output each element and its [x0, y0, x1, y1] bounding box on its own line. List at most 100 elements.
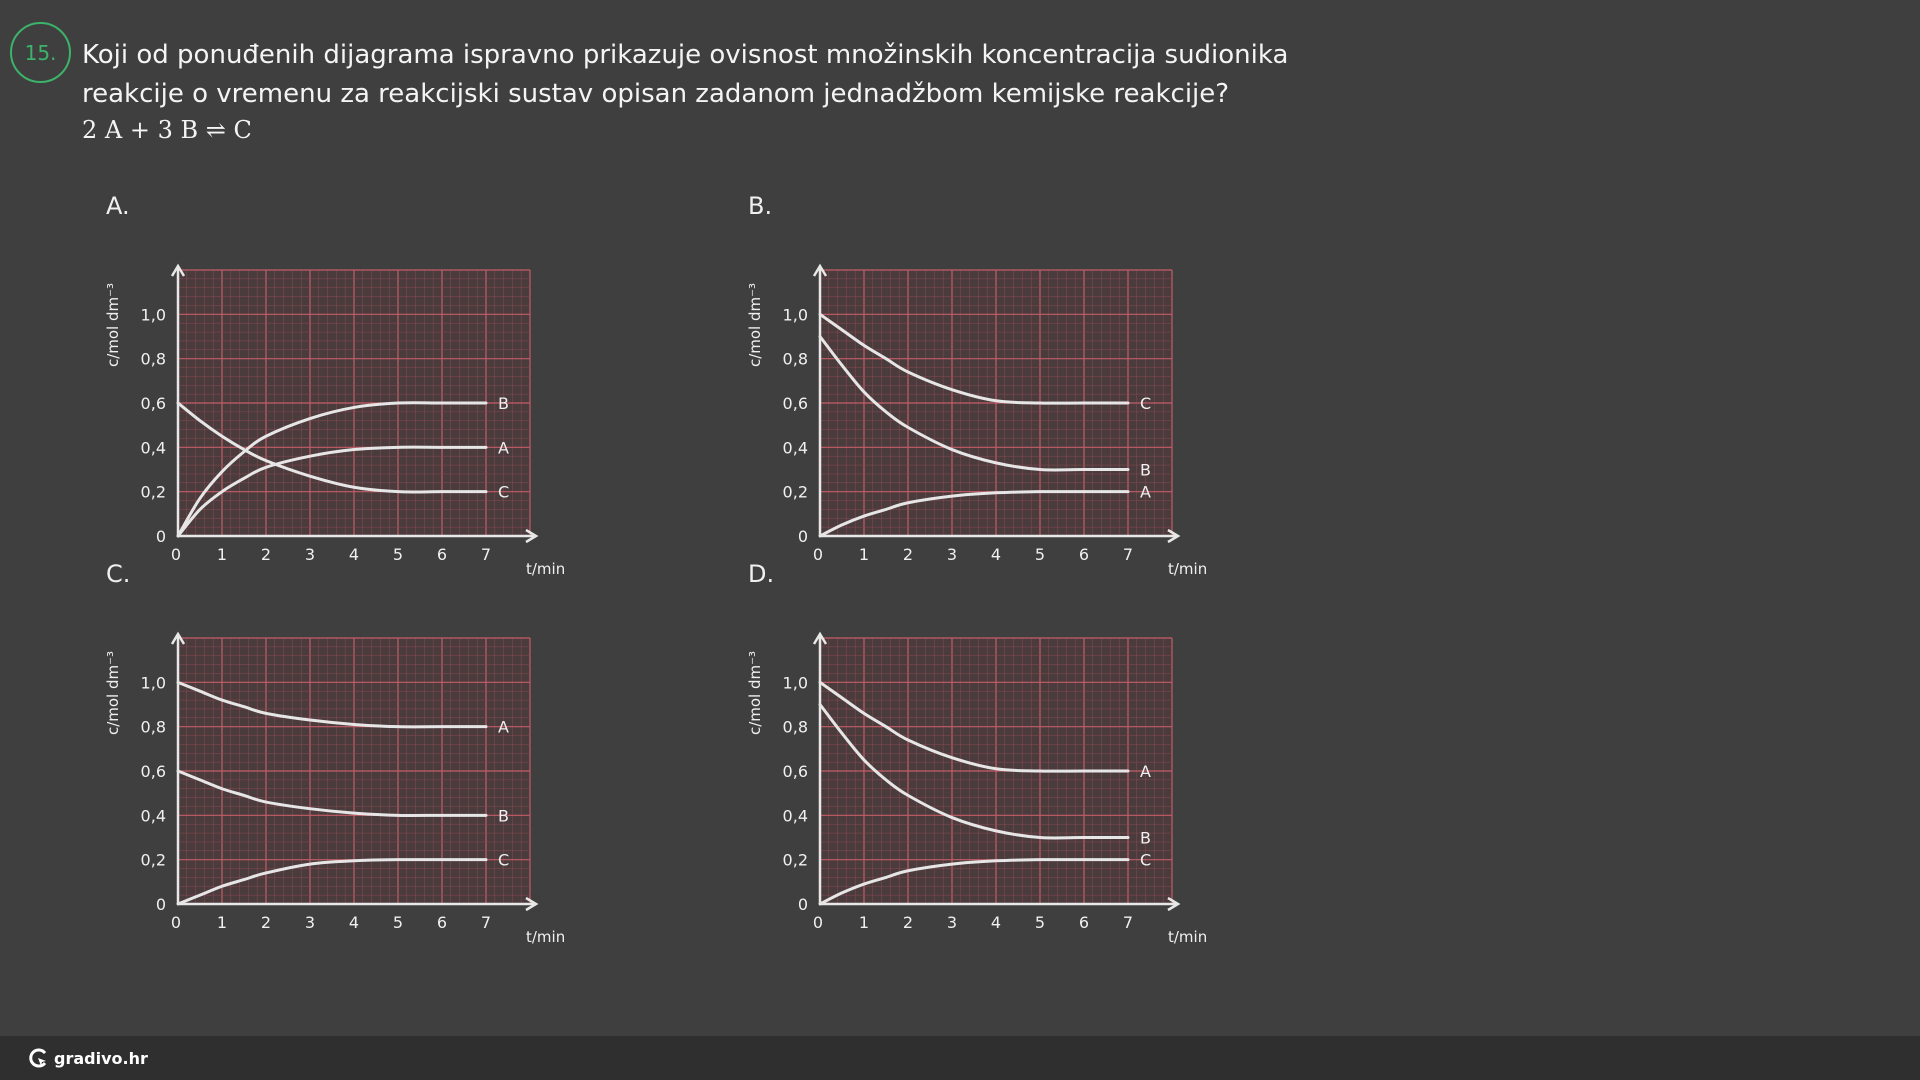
series-line-A [176, 680, 488, 729]
chart-b: B. 0 1 2 3 4 5 6 7 0 0,2 0,4 0,6 0,8 1,0 t/min c/mol dm⁻… [746, 192, 1207, 578]
x-tick-label: 6 [437, 545, 447, 564]
x-tick-label: 4 [349, 913, 359, 932]
x-tick-label: 3 [947, 545, 957, 564]
panel-label: A. [106, 192, 130, 220]
series-label-A: A [498, 438, 509, 457]
x-tick-label: 0 [171, 913, 181, 932]
series-label-B: B [498, 806, 509, 825]
y-axis-arrow [812, 631, 828, 645]
reaction-equation: 2 A + 3 B ⇌ C [82, 116, 252, 144]
x-axis-arrow [525, 528, 539, 544]
x-tick-label: 5 [1035, 545, 1045, 564]
panel-label: C. [106, 560, 130, 588]
x-tick-label: 7 [481, 545, 491, 564]
x-tick-label: 6 [1079, 913, 1089, 932]
y-tick-label: 0,2 [141, 851, 166, 870]
y-tick-label: 0,8 [141, 350, 166, 369]
series-label-A: A [498, 718, 509, 737]
y-tick-label: 0,4 [141, 806, 166, 825]
series-label-C: C [1140, 851, 1151, 870]
y-tick-label: 0,2 [141, 483, 166, 502]
x-tick-label: 1 [859, 913, 869, 932]
x-axis-arrow [1167, 528, 1181, 544]
y-tick-label: 0,6 [783, 394, 808, 413]
x-tick-label: 5 [393, 913, 403, 932]
x-axis-title: t/min [1168, 928, 1207, 946]
x-tick-label: 0 [813, 913, 823, 932]
series-label-B: B [498, 394, 509, 413]
y-axis-title: c/mol dm⁻³ [104, 283, 122, 367]
y-tick-label: 1,0 [141, 673, 166, 692]
series-line-A [818, 680, 1130, 773]
y-tick-label: 0 [156, 527, 166, 546]
x-axis-arrow [525, 896, 539, 912]
x-tick-label: 7 [1123, 545, 1133, 564]
x-tick-label: 6 [437, 913, 447, 932]
x-tick-label: 7 [1123, 913, 1133, 932]
x-tick-label: 3 [947, 913, 957, 932]
x-tick-label: 1 [859, 545, 869, 564]
y-axis-title: c/mol dm⁻³ [746, 651, 764, 735]
question-number: 15. [10, 22, 71, 83]
gradivo-logo-icon [29, 1048, 47, 1068]
chart-c: C. 0 1 2 3 4 5 6 7 0 0,2 0,4 0,6 0,8 1,0 t/min c/mol dm⁻… [104, 560, 565, 946]
x-tick-label: 0 [171, 545, 181, 564]
series-line-B [176, 769, 488, 817]
y-tick-label: 0,4 [783, 438, 808, 457]
y-tick-label: 0,6 [141, 762, 166, 781]
y-tick-label: 1,0 [783, 673, 808, 692]
y-tick-label: 0 [798, 895, 808, 914]
y-axis-arrow [170, 263, 186, 277]
series-line-B [818, 335, 1130, 472]
y-tick-label: 1,0 [141, 305, 166, 324]
x-tick-label: 1 [217, 913, 227, 932]
series-line-C [818, 312, 1130, 405]
series-line-C [818, 858, 1130, 906]
x-tick-label: 2 [903, 545, 913, 564]
x-tick-label: 5 [1035, 913, 1045, 932]
series-line-C [176, 401, 488, 494]
x-tick-label: 3 [305, 913, 315, 932]
y-tick-label: 1,0 [783, 305, 808, 324]
chart-a: A. 0 1 2 3 4 5 6 7 0 0,2 0,4 0,6 0,8 1,0 t/min c/mol dm⁻… [104, 192, 565, 578]
y-axis-arrow [812, 263, 828, 277]
x-axis-arrow [1167, 896, 1181, 912]
series-line-B [176, 401, 488, 538]
y-tick-label: 0 [156, 895, 166, 914]
question-text: Koji od ponuđenih dijagrama ispravno pri… [82, 40, 1289, 109]
series-line-A [818, 490, 1130, 538]
series-line-C [176, 858, 488, 906]
y-axis-title: c/mol dm⁻³ [746, 283, 764, 367]
y-tick-label: 0,8 [783, 350, 808, 369]
series-label-B: B [1140, 829, 1151, 848]
x-tick-label: 3 [305, 545, 315, 564]
y-tick-label: 0,4 [141, 438, 166, 457]
x-axis-title: t/min [526, 560, 565, 578]
x-tick-label: 2 [261, 545, 271, 564]
y-tick-label: 0,2 [783, 483, 808, 502]
x-tick-label: 7 [481, 913, 491, 932]
series-label-C: C [498, 483, 509, 502]
x-tick-label: 4 [991, 913, 1001, 932]
brand-name[interactable]: gradivo.hr [54, 1048, 148, 1068]
chart-d: D. 0 1 2 3 4 5 6 7 0 0,2 0,4 0,6 0,8 1,0 t/min c/mol dm⁻… [746, 560, 1207, 946]
y-tick-label: 0,8 [783, 718, 808, 737]
y-tick-label: 0,6 [141, 394, 166, 413]
x-tick-label: 6 [1079, 545, 1089, 564]
series-label-C: C [1140, 394, 1151, 413]
x-tick-label: 4 [349, 545, 359, 564]
y-tick-label: 0,8 [141, 718, 166, 737]
series-line-A [176, 445, 488, 538]
x-tick-label: 4 [991, 545, 1001, 564]
x-axis-title: t/min [526, 928, 565, 946]
x-tick-label: 1 [217, 545, 227, 564]
y-axis-title: c/mol dm⁻³ [104, 651, 122, 735]
panel-label: B. [748, 192, 772, 220]
x-tick-label: 2 [903, 913, 913, 932]
x-tick-label: 2 [261, 913, 271, 932]
series-label-C: C [498, 851, 509, 870]
x-tick-label: 0 [813, 545, 823, 564]
y-tick-label: 0,6 [783, 762, 808, 781]
y-tick-label: 0,2 [783, 851, 808, 870]
series-line-B [818, 703, 1130, 840]
